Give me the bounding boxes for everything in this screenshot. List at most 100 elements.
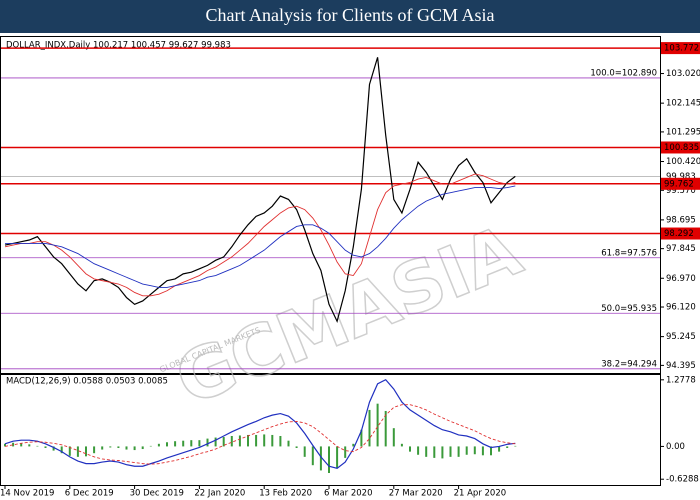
page-title: Chart Analysis for Clients of GCM Asia — [206, 5, 495, 25]
histogram-bar — [76, 446, 79, 457]
histogram-bar — [481, 446, 484, 456]
histogram-bar — [4, 443, 6, 447]
histogram-bar — [506, 446, 509, 448]
level-label: 100.835 — [664, 143, 699, 153]
watermark: GCMASIA — [164, 209, 532, 421]
histogram-bar — [400, 443, 403, 447]
histogram-bar — [28, 444, 31, 447]
fib-label: 50.0=95.935 — [601, 304, 657, 314]
histogram-bar — [336, 446, 339, 469]
x-tick-label: 6 Dec 2019 — [65, 489, 114, 499]
y-tick-label: -0.6288 — [666, 475, 699, 485]
macd-panel — [0, 374, 661, 486]
histogram-bar — [20, 443, 23, 447]
y-tick-label: 96.970 — [666, 274, 696, 284]
histogram-bar — [141, 446, 144, 450]
fib-label: 38.2=94.294 — [601, 359, 657, 369]
y-tick-label: 94.395 — [666, 361, 696, 371]
histogram-bar — [279, 435, 282, 447]
histogram-bar — [295, 446, 298, 448]
histogram-bar — [473, 446, 476, 455]
macd-title: MACD(12,26,9) 0.0588 0.0503 0.0085 — [6, 377, 168, 387]
y-tick-label: 98.695 — [666, 215, 696, 225]
level-tag — [661, 227, 700, 240]
histogram-bar — [166, 442, 168, 447]
histogram-bar — [319, 446, 322, 471]
main-panel — [0, 36, 661, 374]
histogram-bar — [214, 437, 217, 447]
x-tick-label: 6 Mar 2020 — [324, 489, 372, 499]
histogram-bar — [498, 446, 501, 452]
histogram-bar — [198, 440, 201, 447]
histogram-bar — [433, 446, 436, 458]
y-tick-label: 101.295 — [666, 127, 700, 137]
histogram-bar — [222, 437, 225, 447]
fib-label: 100.0=102.890 — [590, 68, 657, 78]
x-tick-label: 22 Jan 2020 — [194, 489, 245, 499]
histogram-bar — [238, 435, 241, 447]
level-tag — [661, 141, 700, 154]
y-tick-label: 95.245 — [666, 332, 696, 342]
y-tick-label: 97.845 — [666, 244, 696, 254]
series-line — [4, 378, 516, 469]
y-tick-label: 1.2778 — [666, 375, 696, 385]
y-tick-label: 0.00 — [666, 442, 685, 452]
histogram-bar — [190, 440, 193, 447]
histogram-bar — [449, 446, 452, 457]
histogram-bar — [12, 442, 15, 447]
last-price-label: 99.983 — [666, 172, 696, 182]
x-tick-label: 21 Apr 2020 — [454, 489, 507, 499]
fib-label: 61.8=97.576 — [601, 248, 657, 258]
histogram-bar — [93, 446, 96, 454]
histogram-bar — [441, 446, 444, 459]
y-tick-label: 102.145 — [666, 99, 700, 109]
level-tag — [661, 177, 700, 190]
x-tick-label: 14 Nov 2019 — [0, 489, 54, 499]
y-tick-label: 99.570 — [666, 186, 696, 196]
histogram-bar — [376, 403, 379, 447]
histogram-bar — [287, 440, 290, 447]
histogram-bar — [182, 440, 185, 447]
histogram-bar — [52, 446, 55, 451]
level-label: 103.772 — [664, 44, 699, 54]
histogram-bar — [303, 446, 306, 457]
x-tick-label: 27 Mar 2020 — [389, 489, 443, 499]
histogram-bar — [368, 409, 371, 447]
histogram-bar — [384, 410, 387, 447]
series-line — [4, 173, 516, 297]
histogram-bar — [117, 446, 120, 448]
histogram-bar — [311, 446, 314, 466]
histogram-bar — [247, 434, 249, 447]
histogram-bar — [409, 446, 411, 452]
histogram-bar — [344, 446, 347, 458]
histogram-bar — [514, 445, 517, 447]
histogram-bar — [133, 446, 136, 451]
y-tick-label: 100.420 — [666, 157, 700, 167]
histogram-bar — [255, 434, 258, 447]
histogram-bar — [68, 446, 71, 456]
last-price-tag — [661, 171, 700, 182]
y-tick-label: 96.120 — [666, 303, 696, 313]
histogram-bar — [85, 446, 87, 457]
histogram-bar — [360, 429, 363, 447]
histogram-bar — [465, 446, 468, 455]
y-tick-label: 103.020 — [666, 69, 700, 79]
histogram-bar — [230, 435, 233, 447]
histogram-bar — [271, 434, 274, 447]
histogram-bar — [392, 428, 395, 447]
histogram-bar — [263, 434, 266, 447]
main-title: DOLLAR_INDX.Daily 100.217 100.457 99.627… — [6, 41, 231, 51]
level-label: 98.292 — [664, 229, 694, 239]
histogram-bar — [490, 446, 492, 456]
histogram-bar — [328, 446, 330, 474]
histogram-bar — [457, 446, 460, 457]
header-bar — [0, 0, 700, 33]
level-tag — [661, 42, 700, 55]
x-tick-label: 13 Feb 2020 — [259, 489, 312, 499]
histogram-bar — [44, 446, 47, 448]
histogram-bar — [125, 446, 128, 450]
histogram-bar — [352, 443, 355, 447]
histogram-bar — [101, 446, 104, 450]
histogram-bar — [417, 446, 420, 455]
